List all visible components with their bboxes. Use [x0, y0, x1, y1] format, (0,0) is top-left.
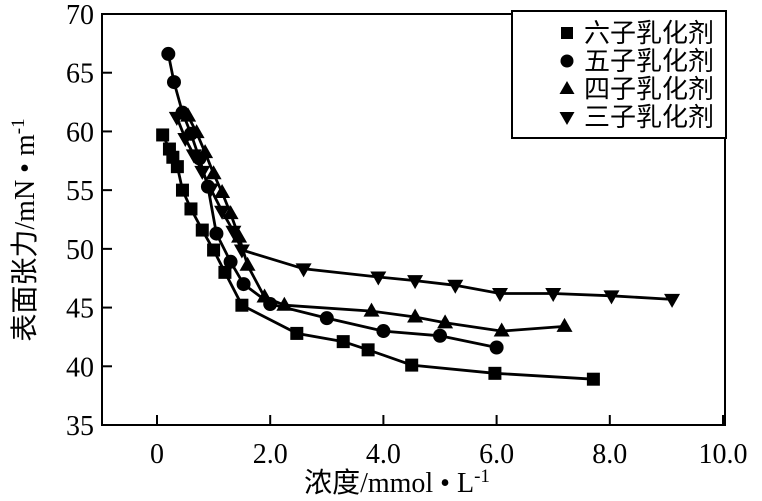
triangle-up-marker	[559, 81, 575, 94]
square-marker	[336, 335, 350, 349]
square-marker	[235, 298, 249, 312]
circle-marker	[166, 75, 181, 90]
triangle-up-marker	[222, 205, 239, 220]
triangle-up-marker	[256, 288, 273, 303]
triangle-down-marker	[214, 205, 231, 220]
triangle-down-marker	[407, 275, 424, 290]
circle-marker	[223, 254, 238, 269]
triangle-up-marker	[214, 183, 231, 198]
x-tick-label: 2.0	[253, 439, 288, 470]
triangle-up-marker	[407, 308, 424, 323]
circle-marker	[161, 46, 176, 61]
y-tick-label: 40	[66, 352, 94, 383]
x-axis-title: 浓度/mmol • L-1	[304, 466, 490, 499]
series-square	[156, 128, 600, 386]
legend-item: 六子乳化剂	[561, 19, 714, 48]
y-axis: 35 40 45 50 55 60 65 70	[66, 0, 112, 442]
circle-marker	[236, 277, 251, 292]
square-marker	[488, 366, 502, 380]
y-tick-label: 65	[66, 59, 94, 90]
triangle-up-marker	[205, 165, 222, 180]
triangle-up-marker	[437, 314, 454, 329]
circle-marker	[209, 226, 224, 241]
x-tick-label: 0	[150, 439, 164, 470]
triangle-down-marker	[447, 279, 464, 294]
y-tick-label: 60	[66, 117, 94, 148]
triangle-down-marker	[185, 149, 202, 164]
legend-label: 五子乳化剂	[584, 47, 714, 76]
legend-item: 四子乳化剂	[559, 75, 714, 104]
circle-marker	[433, 328, 447, 343]
triangle-down-marker	[194, 165, 211, 180]
triangle-down-marker	[225, 225, 242, 240]
triangle-up-marker	[493, 322, 510, 337]
circle-marker	[560, 54, 574, 68]
triangle-down-marker	[603, 290, 620, 305]
triangle-down-marker	[177, 132, 194, 147]
triangle-down-marker	[295, 263, 312, 278]
square-marker	[156, 128, 170, 142]
triangle-down-marker	[559, 112, 575, 125]
y-tick-label: 55	[66, 176, 94, 207]
x-tick-label: 6.0	[479, 439, 514, 470]
x-tick-label: 10.0	[699, 439, 748, 470]
series-triangle-down	[168, 111, 681, 308]
square-marker	[361, 343, 375, 357]
triangle-up-marker	[180, 107, 197, 122]
legend-box	[511, 10, 727, 139]
triangle-down-marker	[545, 287, 562, 302]
series-triangle-up	[180, 107, 573, 337]
triangle-up-marker	[188, 124, 205, 139]
circle-marker	[376, 324, 391, 339]
circle-marker	[489, 340, 504, 355]
triangle-up-marker	[197, 144, 214, 159]
triangle-down-marker	[370, 271, 387, 286]
triangle-down-marker	[233, 244, 250, 259]
x-tick-label: 8.0	[592, 439, 627, 470]
triangle-up-marker	[276, 296, 293, 311]
series-line	[175, 116, 673, 301]
plot-frame	[101, 13, 726, 426]
square-marker	[561, 27, 573, 39]
triangle-down-marker	[664, 293, 681, 308]
square-marker	[195, 223, 209, 237]
y-tick-label: 50	[66, 235, 94, 266]
y-tick-label: 70	[66, 0, 94, 31]
square-marker	[175, 183, 189, 197]
square-marker	[290, 326, 304, 340]
legend-item: 五子乳化剂	[560, 47, 714, 76]
square-marker	[405, 358, 419, 372]
square-marker	[207, 243, 221, 257]
triangle-down-marker	[168, 111, 185, 126]
triangle-down-marker	[491, 287, 508, 302]
y-tick-label: 35	[66, 411, 94, 442]
legend-label: 六子乳化剂	[584, 19, 714, 48]
circle-marker	[319, 311, 334, 326]
y-tick-label: 45	[66, 294, 94, 325]
legend-label: 四子乳化剂	[584, 75, 714, 104]
square-marker	[218, 265, 232, 279]
y-axis-title: 表面张力/mN • m-1	[8, 118, 41, 341]
square-marker	[184, 202, 198, 216]
plot-area: 0 2.0 4.0 6.0 8.0 10.0 35 40 45 50 55 60 65 70 六子乳化剂五子…	[66, 0, 748, 470]
x-tick-label: 4.0	[366, 439, 401, 470]
legend-label: 三子乳化剂	[584, 103, 714, 132]
x-axis: 0 2.0 4.0 6.0 8.0 10.0	[150, 415, 748, 470]
triangle-up-marker	[363, 302, 380, 317]
triangle-up-marker	[556, 317, 573, 332]
legend-item: 三子乳化剂	[559, 103, 714, 132]
triangle-up-marker	[231, 228, 248, 243]
triangle-down-marker	[202, 183, 219, 198]
square-marker	[170, 160, 184, 174]
square-marker	[586, 372, 600, 386]
triangle-up-marker	[239, 256, 256, 271]
